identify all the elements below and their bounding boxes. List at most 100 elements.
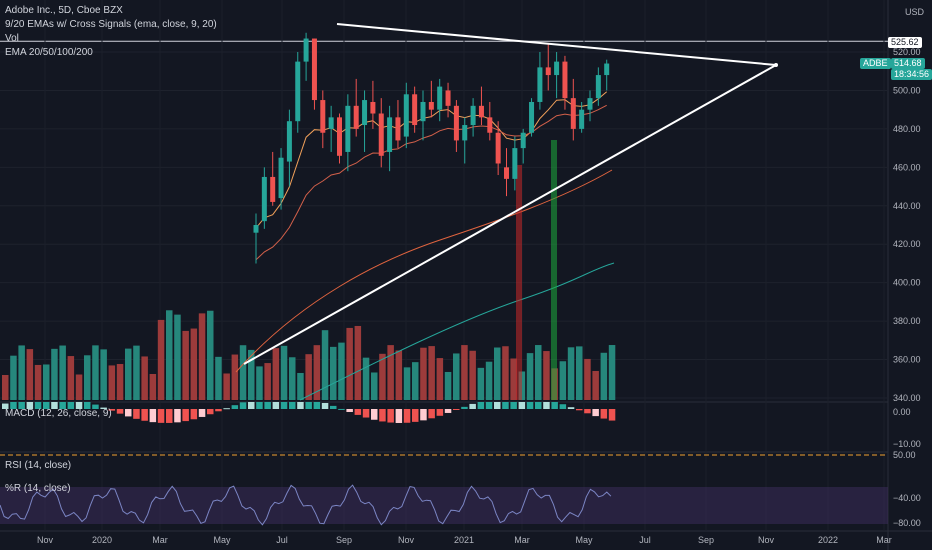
volume-bar — [264, 363, 271, 400]
legend-williams: %R (14, close) — [5, 483, 71, 494]
macd-bar — [174, 409, 181, 423]
legend-vol: Vol — [5, 33, 19, 44]
volume-bar — [313, 345, 321, 400]
macd-bar — [543, 402, 550, 409]
macd-bar — [116, 409, 124, 414]
volume-bar — [26, 349, 34, 400]
legend-title: Adobe Inc., 5D, Cboe BZX — [5, 5, 123, 16]
volume-bar — [584, 358, 591, 400]
candle-body — [420, 101, 426, 122]
volume-bar — [92, 345, 99, 400]
candle-body — [529, 101, 535, 133]
macd-bar — [264, 402, 271, 409]
candle-body — [295, 61, 301, 122]
volume-bar — [477, 367, 485, 400]
volume-bar — [215, 356, 222, 400]
macd-bar — [444, 409, 452, 413]
volume-bar — [125, 348, 132, 400]
volume-bar — [576, 346, 583, 400]
volume-bar — [567, 347, 575, 400]
legend-ema-cross: 9/20 EMAs w/ Cross Signals (ema, close, … — [5, 19, 217, 30]
candles — [253, 32, 610, 264]
candle-body — [520, 132, 526, 149]
candle-body — [261, 176, 267, 222]
volume-bar — [116, 364, 124, 400]
macd-bar — [313, 402, 321, 409]
time-tick-label: Nov — [37, 535, 54, 545]
macd-bar — [149, 409, 157, 423]
candle-body — [303, 38, 309, 62]
trendline-apex — [774, 63, 778, 67]
macd-bar — [59, 402, 66, 409]
macd-bar — [362, 409, 370, 418]
volume-bar — [494, 347, 501, 400]
volume-bar — [256, 366, 263, 400]
macd-bar — [141, 409, 148, 421]
time-tick-label: Nov — [398, 535, 415, 545]
volume-bar — [444, 371, 452, 400]
price-tick-label: 380.00 — [893, 316, 921, 326]
volume-bar — [108, 365, 116, 400]
time-tick-label: 2022 — [818, 535, 838, 545]
macd-bar — [67, 402, 75, 409]
candle-body — [537, 67, 543, 102]
volume-bar — [18, 345, 25, 400]
candle-body — [253, 225, 259, 233]
macd-bar — [395, 409, 403, 423]
candle-body — [545, 67, 551, 76]
macd-bar — [100, 407, 107, 409]
macd-bar — [436, 409, 444, 416]
volume-bar — [395, 350, 403, 400]
volume-bars — [2, 310, 616, 400]
volume-bar — [305, 354, 312, 400]
macd-bar — [600, 409, 608, 419]
volume-bar — [100, 349, 107, 400]
legend-macd: MACD (12, 26, close, 9) — [5, 408, 112, 419]
volume-bar — [166, 310, 173, 400]
volume-bar — [559, 361, 567, 400]
level-price-tag: 525.62 — [888, 37, 922, 48]
ema-50-line — [235, 169, 613, 373]
macd-bar — [379, 409, 386, 422]
trendlines — [243, 23, 778, 365]
price-tick-label: 480.00 — [893, 124, 921, 134]
volume-bar — [190, 328, 198, 400]
macd-bar — [256, 402, 263, 409]
time-tick-label: May — [575, 535, 593, 545]
macd-bar — [297, 402, 304, 409]
macd-histogram — [2, 402, 616, 423]
macd-bar — [51, 402, 58, 409]
macd-bar — [387, 409, 394, 423]
ticker-tag: ADBE — [860, 58, 891, 69]
volume-bar — [346, 327, 353, 400]
volume-bar — [198, 313, 206, 400]
price-tick-label: 520.00 — [893, 47, 921, 57]
time-tick-label: Jul — [639, 535, 651, 545]
macd-bar — [18, 402, 25, 409]
volume-bar — [84, 355, 91, 400]
volume-bar — [207, 310, 214, 400]
volume-bar — [75, 374, 83, 400]
volume-bar — [248, 349, 255, 400]
volume-bar — [34, 364, 42, 400]
candle-body — [353, 105, 359, 129]
candle-body — [370, 101, 376, 114]
price-tick-label: 400.00 — [893, 278, 921, 288]
ema-20-line — [255, 104, 607, 261]
price-axis: 520.00 500.00 480.00 460.00 440.00 420.00 400.… — [893, 47, 921, 528]
candle-body — [328, 117, 334, 129]
candle-body — [595, 75, 601, 99]
volume-bar — [141, 356, 148, 400]
macd-bar — [289, 402, 296, 409]
price-tick-label: 340.00 — [893, 393, 921, 403]
macd-bar — [108, 409, 116, 411]
macd-bar — [461, 406, 468, 409]
volume-bar — [387, 345, 394, 400]
macd-bar — [477, 402, 485, 409]
williams-r-overbought-band — [0, 487, 888, 524]
macd-bar — [526, 402, 534, 409]
candle-body — [504, 167, 509, 179]
volume-bar — [2, 375, 9, 400]
volume-bar — [469, 350, 476, 400]
